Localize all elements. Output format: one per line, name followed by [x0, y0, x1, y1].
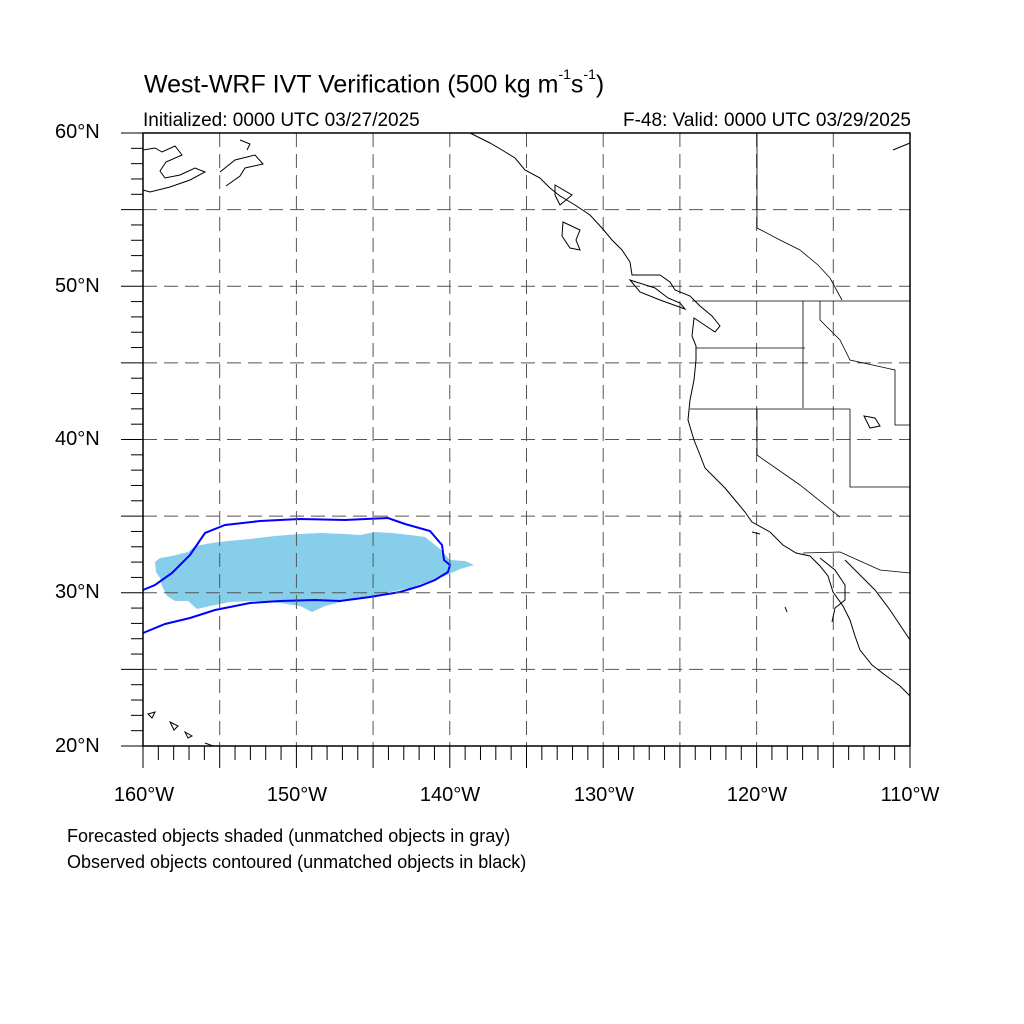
lat-tick-label: 60°N: [55, 121, 100, 143]
political-borders: [690, 133, 911, 574]
lat-tick-label: 50°N: [55, 275, 100, 297]
coastlines: [142, 132, 911, 747]
init-time-label: Initialized: 0000 UTC 03/27/2025: [143, 110, 420, 131]
lon-tick-label: 120°W: [726, 784, 788, 806]
lat-tick-label: 30°N: [55, 581, 100, 603]
lon-tick-label: 140°W: [419, 784, 481, 806]
forecast-ivt-object: [155, 532, 474, 612]
plot-frame: [142, 132, 911, 747]
lon-tick-label: 160°W: [113, 784, 175, 806]
footnote-observed: Observed objects contoured (unmatched ob…: [67, 852, 527, 872]
lon-tick-label: 150°W: [266, 784, 328, 806]
valid-time-label: F-48: Valid: 0000 UTC 03/29/2025: [623, 110, 911, 131]
observed-ivt-contour: [142, 516, 452, 634]
lat-lon-grid: [143, 133, 910, 746]
chart-title: West-WRF IVT Verification (500 kg m-1s-1…: [144, 66, 605, 99]
lat-tick-label: 20°N: [55, 735, 100, 757]
axis-ticks: [121, 132, 911, 768]
lat-tick-label: 40°N: [55, 428, 100, 450]
footnote-forecast: Forecasted objects shaded (unmatched obj…: [67, 826, 511, 846]
lon-tick-label: 110°W: [880, 784, 940, 806]
lon-tick-label: 130°W: [573, 784, 635, 806]
